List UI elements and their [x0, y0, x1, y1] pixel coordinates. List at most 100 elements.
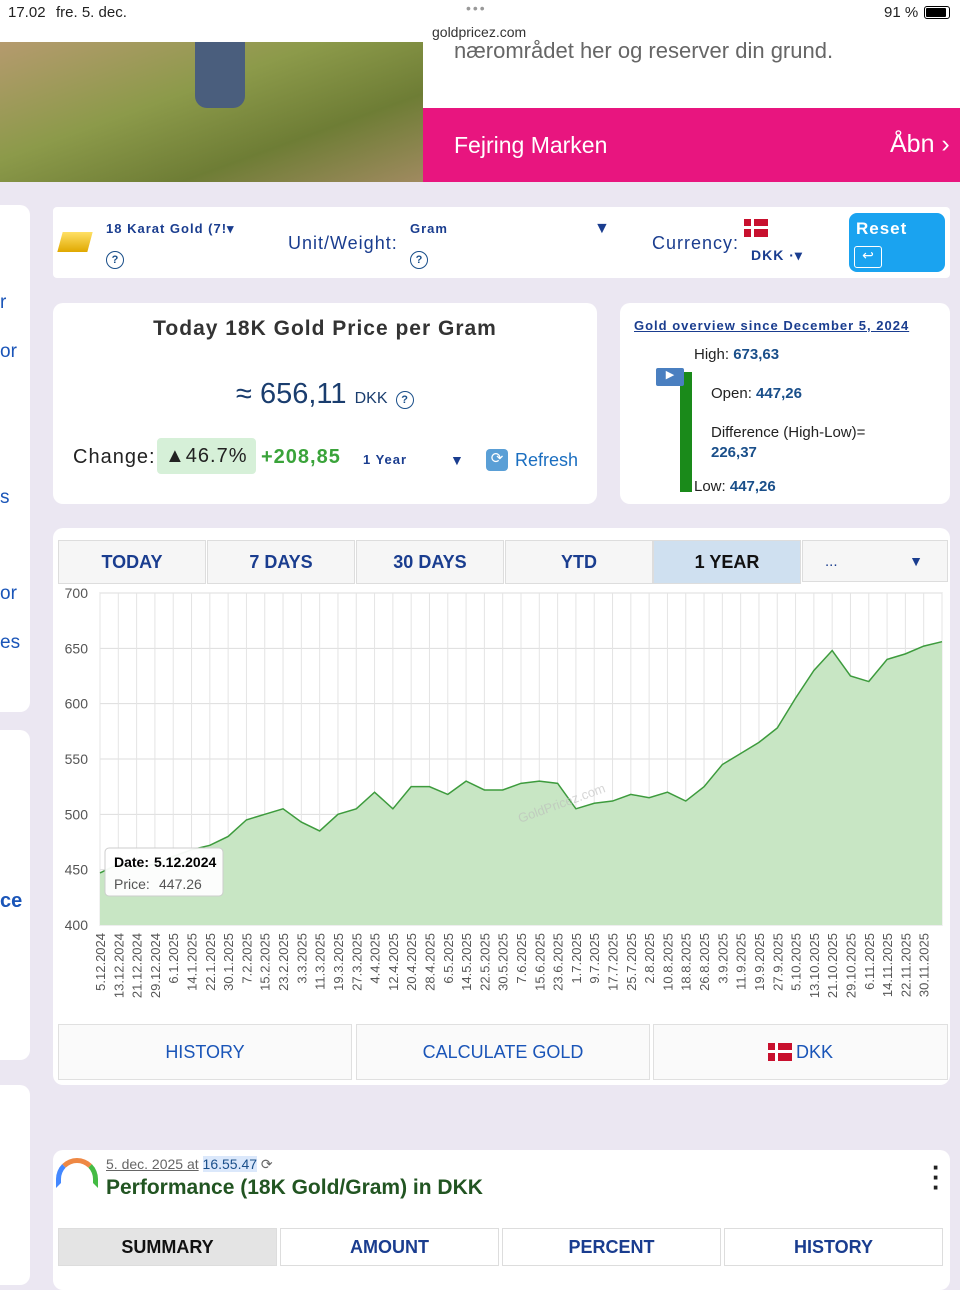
- sidebar-link[interactable]: or: [0, 583, 17, 604]
- x-tick-label: 23.6.2025: [551, 933, 566, 991]
- tooltip-price: 447.26: [159, 876, 202, 892]
- currency-button[interactable]: DKK: [653, 1024, 948, 1080]
- ad-title: Fejring Marken: [454, 132, 608, 158]
- x-tick-label: 3.9.2025: [715, 933, 730, 984]
- x-tick-label: 27.3.2025: [349, 933, 364, 991]
- x-tick-label: 30.1.2025: [221, 933, 236, 991]
- sidebar-card: [0, 205, 30, 712]
- help-icon[interactable]: ?: [395, 391, 414, 409]
- price-card: [53, 303, 597, 504]
- perf-tab-active[interactable]: SUMMARY: [58, 1228, 277, 1266]
- sidebar-link[interactable]: ce: [0, 890, 23, 912]
- overview-open: Open: 447,26: [711, 385, 802, 402]
- dropdown-arrow[interactable]: ▼: [450, 452, 464, 468]
- x-tick-label: 10.8.2025: [660, 933, 675, 991]
- time: 17.02: [8, 4, 46, 21]
- x-tick-label: 5.10.2025: [789, 933, 804, 991]
- x-tick-label: 29.12.2024: [148, 933, 163, 998]
- unit-select[interactable]: Gram: [410, 221, 448, 236]
- menu[interactable]: · · ·: [932, 1152, 941, 1202]
- x-tick-label: 22.1.2025: [203, 933, 218, 991]
- tooltip-date-label: Date:: [114, 854, 149, 870]
- x-tick-label: 20.4.2025: [404, 933, 419, 991]
- x-tick-label: 13.10.2025: [807, 933, 822, 998]
- x-tick-label: 23.2.2025: [276, 933, 291, 991]
- battery: 91 %: [884, 4, 919, 21]
- reset-icon: ↩: [854, 246, 882, 268]
- x-tick-label: 15.2.2025: [258, 933, 273, 991]
- approx: ≈: [236, 378, 252, 410]
- x-tick-label: 6.5.2025: [441, 933, 456, 984]
- x-tick-label: 2.8.2025: [642, 933, 657, 984]
- dropdown-arrow[interactable]: ▼: [594, 220, 610, 237]
- tab-more[interactable]: ... ▼: [802, 540, 948, 582]
- x-tick-label: 9.7.2025: [587, 933, 602, 984]
- sidebar-link[interactable]: or: [0, 341, 17, 362]
- overview-card: [620, 303, 950, 504]
- ad-button-label: Åbn: [890, 130, 935, 158]
- refresh-icon[interactable]: ⟳: [486, 449, 508, 471]
- x-tick-label: 6.11.2025: [862, 933, 877, 990]
- period-select[interactable]: 1 Year: [363, 452, 408, 467]
- overview-difference-label: Difference (High-Low)=: [711, 424, 866, 441]
- gold-icon: [57, 232, 93, 252]
- tab[interactable]: 7 DAYS: [207, 540, 355, 584]
- x-tick-label: 17.7.2025: [606, 933, 621, 991]
- price-currency: DKK: [354, 390, 388, 407]
- change-percent: ▲46.7%: [157, 438, 256, 474]
- help-icon[interactable]: ?: [410, 251, 428, 269]
- ad-banner[interactable]: [423, 108, 960, 182]
- unit-label: Unit/Weight:: [288, 233, 398, 253]
- x-tick-label: 14.5.2025: [459, 933, 474, 991]
- x-tick-label: 14.1.2025: [185, 933, 200, 991]
- value: 673,63: [733, 346, 780, 363]
- price: ≈ 656,11 DKK ?: [236, 378, 414, 411]
- help-icon[interactable]: ?: [106, 251, 124, 269]
- karat-select[interactable]: 18 Karat Gold (7!▾: [106, 221, 235, 236]
- tab-more-label: ...: [825, 552, 838, 570]
- label: High:: [694, 346, 730, 363]
- performance-card: [53, 1150, 950, 1290]
- sidebar-link[interactable]: r: [0, 292, 7, 313]
- x-tick-label: 3.3.2025: [294, 933, 309, 984]
- history-button[interactable]: HISTORY: [58, 1024, 352, 1080]
- calculate-button[interactable]: CALCULATE GOLD: [356, 1024, 650, 1080]
- y-tick-label: 500: [65, 806, 89, 822]
- x-tick-label: 6.1.2025: [166, 933, 181, 984]
- sidebar-link[interactable]: s: [0, 487, 10, 508]
- battery-icon: [924, 6, 950, 19]
- y-tick-label: 650: [65, 640, 89, 656]
- x-tick-label: 19.3.2025: [331, 933, 346, 991]
- x-tick-label: 28.4.2025: [422, 933, 437, 991]
- tab[interactable]: YTD: [505, 540, 653, 584]
- url[interactable]: goldpricez.com: [432, 24, 527, 40]
- label: Low:: [694, 478, 726, 495]
- perf-tab[interactable]: AMOUNT: [280, 1228, 499, 1266]
- x-tick-label: 5.12.2024: [93, 933, 108, 991]
- x-tick-label: 11.3.2025: [313, 933, 328, 990]
- overview-difference: 226,37: [711, 444, 757, 461]
- reset-button[interactable]: [849, 213, 945, 272]
- ad-button[interactable]: Åbn ›: [890, 130, 950, 158]
- x-tick-label: 27.9.2025: [770, 933, 785, 991]
- tab[interactable]: 30 DAYS: [356, 540, 504, 584]
- sidebar-link[interactable]: es: [0, 632, 21, 653]
- x-tick-label: 1.7.2025: [569, 933, 584, 984]
- y-tick-label: 450: [65, 862, 89, 878]
- x-tick-label: 22.11.2025: [898, 933, 913, 997]
- perf-tab[interactable]: HISTORY: [724, 1228, 943, 1266]
- currency-value: DKK ·: [751, 247, 795, 263]
- overview-title[interactable]: Gold overview since December 5, 2024: [634, 318, 910, 333]
- tooltip-box: [104, 847, 224, 897]
- x-tick-label: 21.12.2024: [130, 933, 145, 998]
- line: [99, 640, 943, 874]
- perf-tab[interactable]: PERCENT: [502, 1228, 721, 1266]
- currency-select[interactable]: DKK ·▾: [751, 247, 803, 263]
- refresh[interactable]: Refresh: [515, 450, 579, 470]
- tab[interactable]: TODAY: [58, 540, 206, 584]
- range-marker: ▶: [656, 368, 684, 386]
- karat-value: 18 Karat Gold (7!: [106, 221, 228, 236]
- tab-active[interactable]: 1 YEAR: [653, 540, 801, 584]
- x-tick-label: 18.8.2025: [679, 933, 694, 991]
- status-bar: [0, 0, 960, 42]
